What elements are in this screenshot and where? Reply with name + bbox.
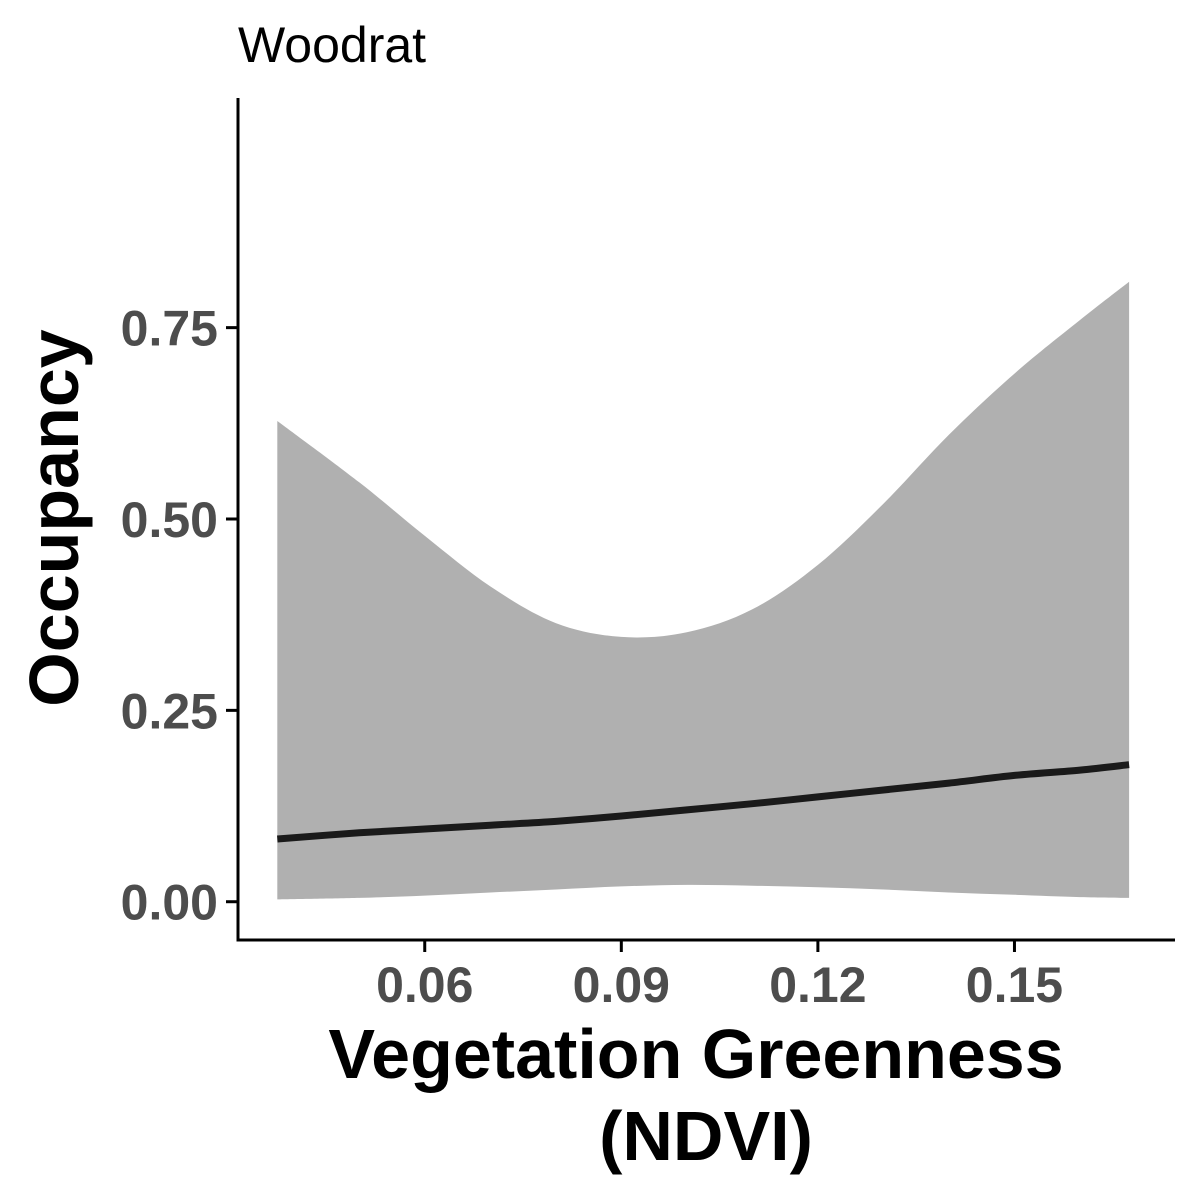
chart-title: Woodrat xyxy=(238,17,426,73)
x-tick-label: 0.06 xyxy=(376,957,473,1013)
plot-area xyxy=(277,281,1130,900)
y-tick-label: 0.25 xyxy=(121,683,218,739)
x-axis-ticks: 0.06 0.09 0.12 0.15 xyxy=(376,940,1063,1013)
y-tick-label: 0.00 xyxy=(121,875,218,931)
y-axis-ticks: 0.00 0.25 0.50 0.75 xyxy=(121,301,238,931)
x-tick-label: 0.12 xyxy=(769,957,866,1013)
x-axis-title-line-2: (NDVI) xyxy=(599,1097,813,1175)
confidence-ribbon xyxy=(277,281,1130,900)
x-tick-label: 0.09 xyxy=(573,957,670,1013)
trend-line xyxy=(277,761,1130,843)
y-tick-label: 0.75 xyxy=(121,301,218,357)
x-tick-label: 0.15 xyxy=(966,957,1063,1013)
y-axis-title: Occupancy xyxy=(15,329,93,706)
y-tick-label: 0.50 xyxy=(121,492,218,548)
x-axis-title-line-1: Vegetation Greenness xyxy=(328,1015,1063,1093)
